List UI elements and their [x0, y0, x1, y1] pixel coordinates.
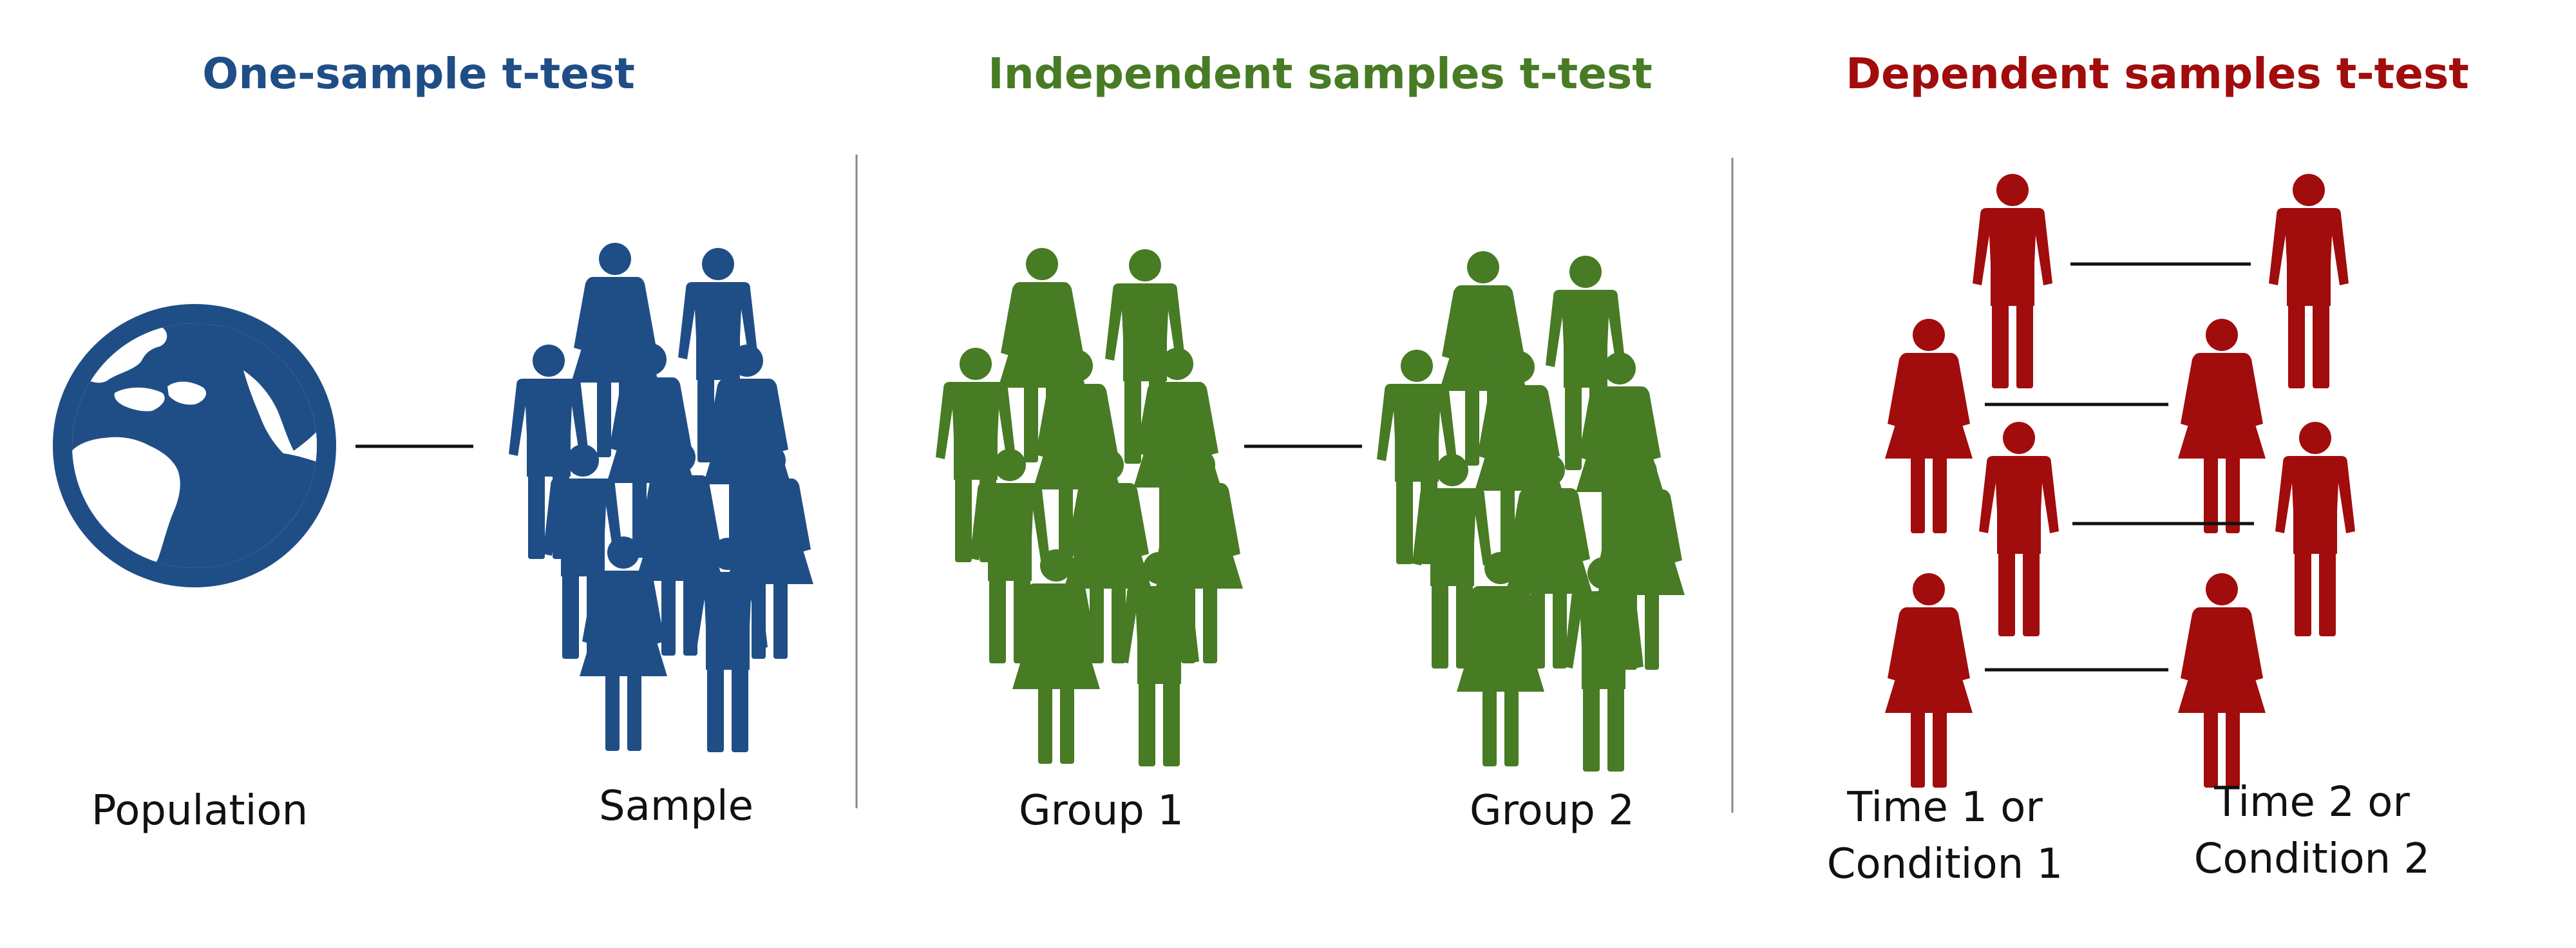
person-icon — [2178, 319, 2266, 533]
title-one-sample: One-sample t-test — [202, 49, 635, 99]
label-time-2-line-2: Condition 2 — [2193, 835, 2430, 883]
crowd-icon — [509, 243, 813, 752]
label-time-1-line-2: Condition 1 — [1826, 840, 2063, 888]
paired-persons — [1885, 174, 2355, 788]
crowd-icon — [936, 248, 1243, 766]
label-sample: Sample — [599, 782, 753, 830]
label-time-1: Time 1 or Condition 1 — [1816, 779, 2074, 893]
person-icon — [2269, 174, 2349, 388]
title-dependent-samples: Dependent samples t-test — [1846, 49, 2469, 99]
person-icon — [1979, 422, 2059, 636]
person-icon — [2275, 422, 2355, 636]
person-icon — [1885, 573, 1973, 788]
label-time-2: Time 2 or Condition 2 — [2183, 774, 2441, 887]
person-icon — [1973, 174, 2052, 388]
pair-connectors — [1985, 262, 2254, 672]
label-group-2: Group 2 — [1470, 787, 1634, 835]
label-population: Population — [91, 787, 308, 835]
globe-icon — [53, 304, 336, 587]
label-group-1: Group 1 — [1019, 787, 1184, 835]
crowd-icon — [1377, 251, 1685, 772]
title-independent-samples: Independent samples t-test — [988, 49, 1653, 99]
person-icon — [2178, 573, 2266, 788]
label-time-1-line-1: Time 1 or — [1847, 784, 2043, 831]
person-icon — [1885, 319, 1973, 533]
label-time-2-line-1: Time 2 or — [2214, 779, 2410, 826]
